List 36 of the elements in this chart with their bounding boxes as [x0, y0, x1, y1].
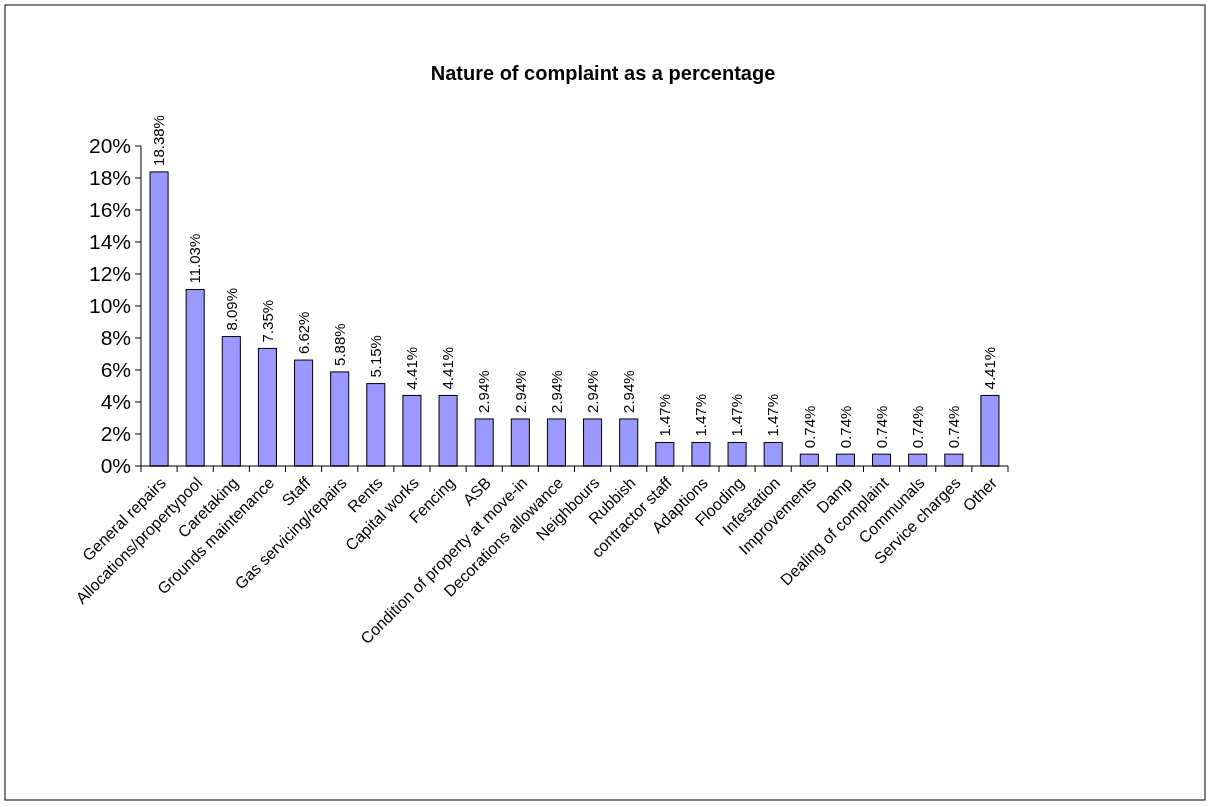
data-label: 7.35%: [258, 299, 276, 343]
y-tick-label: 4%: [100, 390, 131, 414]
y-tick-label: 2%: [100, 422, 131, 446]
y-tick-label: 0%: [100, 454, 131, 478]
data-label: 1.47%: [656, 393, 674, 437]
y-tick-label: 10%: [88, 294, 131, 318]
data-label: 1.47%: [728, 393, 746, 437]
data-label: 0.74%: [908, 405, 926, 449]
y-tick-label: 14%: [88, 230, 131, 254]
data-label: 18.38%: [150, 115, 168, 166]
data-label: 1.47%: [692, 393, 710, 437]
data-label: 0.74%: [800, 405, 818, 449]
y-tick-label: 6%: [100, 358, 131, 382]
data-label: 2.94%: [583, 370, 601, 413]
data-label: 4.41%: [981, 346, 999, 390]
data-label: 4.41%: [439, 346, 457, 390]
data-label: 0.74%: [945, 405, 963, 449]
data-label: 11.03%: [186, 233, 204, 284]
data-label: 0.74%: [872, 405, 890, 449]
data-label: 2.94%: [475, 370, 493, 413]
data-label: 5.15%: [367, 335, 385, 378]
data-label: 1.47%: [764, 393, 782, 437]
chart-title: Nature of complaint as a percentage: [430, 62, 776, 84]
y-tick-label: 12%: [88, 262, 131, 286]
data-label: 4.41%: [403, 346, 421, 390]
data-label: 2.94%: [511, 370, 529, 413]
y-tick-label: 20%: [88, 134, 131, 158]
data-label: 2.94%: [547, 370, 565, 413]
data-label: 2.94%: [619, 370, 637, 413]
y-tick-label: 16%: [88, 198, 131, 222]
data-label: 5.88%: [330, 323, 348, 366]
data-label: 6.62%: [294, 311, 312, 355]
y-tick-label: 8%: [100, 326, 131, 350]
data-label: 0.74%: [836, 405, 854, 449]
y-tick-label: 18%: [88, 166, 131, 190]
data-label: 8.09%: [222, 288, 240, 331]
